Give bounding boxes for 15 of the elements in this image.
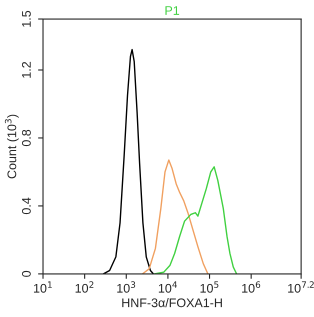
y-tick-label: 0 [22,270,31,277]
y-tick-label: 0.8 [22,130,31,146]
y-axis-title: Count (10$^{3}$) [4,114,19,178]
x-tick-label: 10$^{4}$ [158,281,178,293]
x-tick-label: 10$^{6}$ [242,281,260,293]
x-tick-label: 10$^{3}$ [117,281,136,293]
x-tick-label: 10$^{5}$ [200,281,218,293]
x-tick-label: 10$^{1}$ [34,281,52,293]
y-tick-label: 1.2 [22,62,31,78]
x-axis-title: HNF-3α/FOXA1-H [122,298,222,308]
chart-title: P1 [165,6,180,15]
x-tick-label: 10$^{2}$ [76,281,94,293]
x-tick-label: 10$^{7.2}$ [288,281,314,293]
y-tick-label: 0.4 [22,198,31,214]
y-tick-label: 1.5 [22,10,31,27]
